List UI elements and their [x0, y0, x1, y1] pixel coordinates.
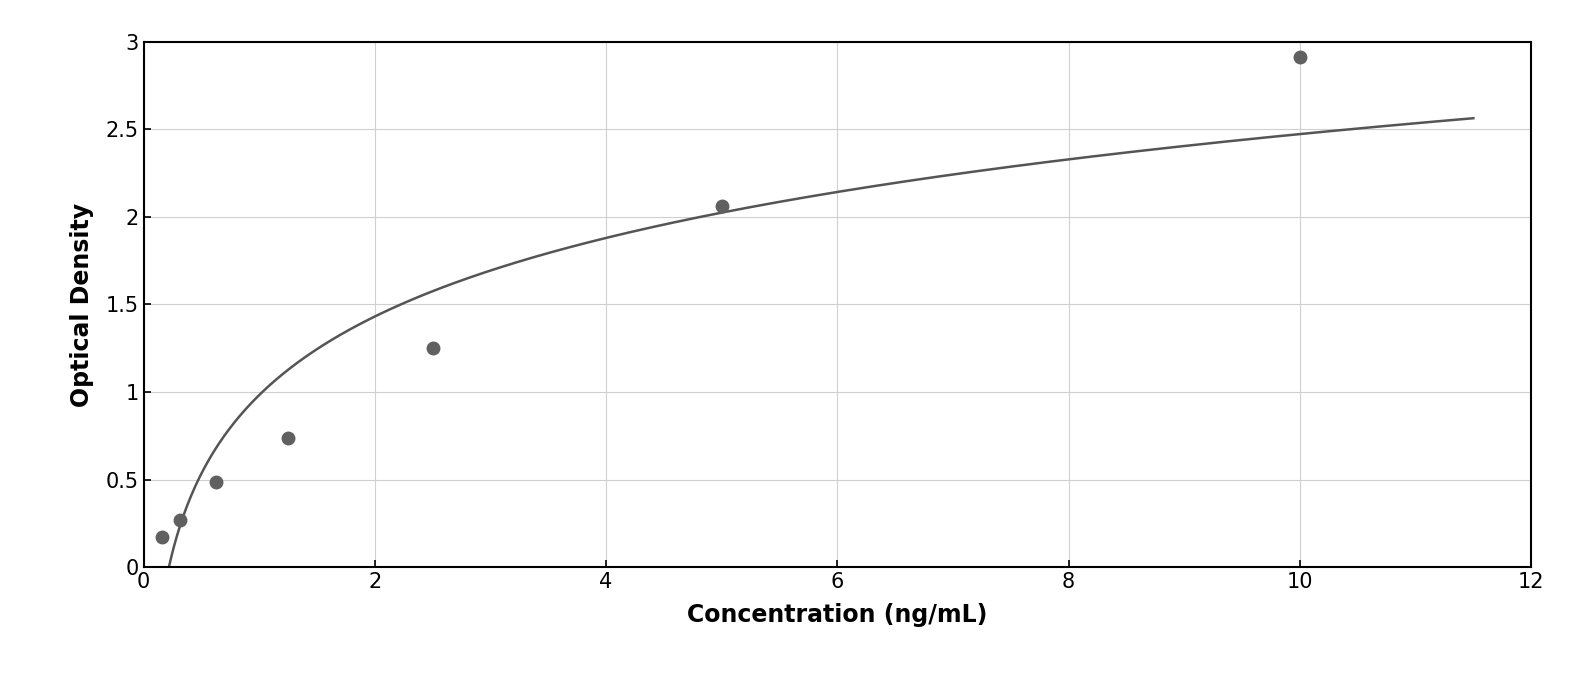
X-axis label: Concentration (ng/mL): Concentration (ng/mL) — [687, 603, 987, 628]
Point — [1287, 52, 1313, 63]
Point — [148, 531, 174, 543]
Point — [203, 476, 228, 487]
Point — [419, 343, 445, 354]
Y-axis label: Optical Density: Optical Density — [70, 203, 94, 406]
Point — [708, 201, 734, 212]
Point — [167, 515, 193, 526]
Point — [276, 432, 301, 444]
